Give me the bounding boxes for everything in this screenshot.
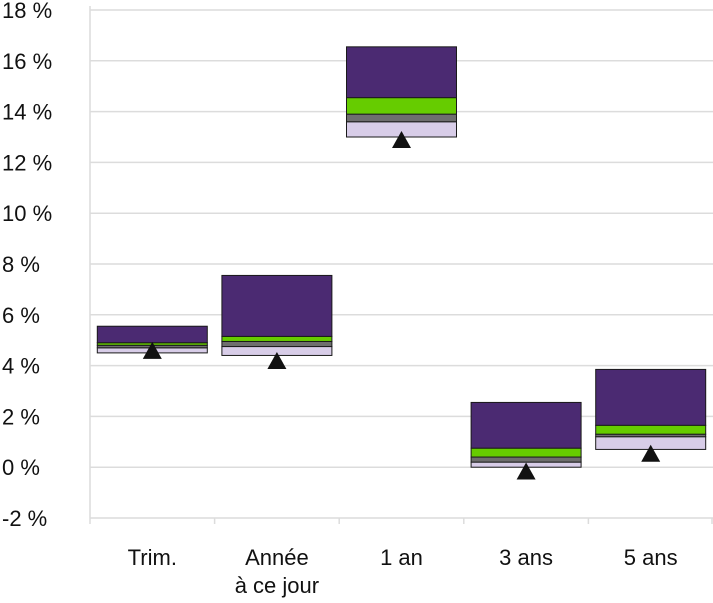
quartile-bars: [96, 46, 707, 468]
bar-segment-quartile-1: [221, 274, 333, 337]
y-tick-label: 4 %: [2, 354, 40, 379]
x-category-label: Trim.: [128, 545, 177, 570]
fund-marker-triangle: [142, 341, 162, 359]
bar-segment-quartile-2: [470, 447, 582, 458]
x-category-label-line2: à ce jour: [235, 573, 319, 598]
bar-segment-quartile-2: [595, 424, 707, 435]
y-tick-label: 6 %: [2, 303, 40, 328]
x-category-label: 3 ans: [499, 545, 553, 570]
y-tick-label: 8 %: [2, 252, 40, 277]
y-tick-label: 10 %: [2, 201, 52, 226]
bar-segment-quartile-1: [595, 368, 707, 426]
fund-markers: [142, 131, 661, 480]
y-tick-label: 0 %: [2, 455, 40, 480]
y-tick-label: 14 %: [2, 100, 52, 125]
fund-marker-triangle: [641, 444, 661, 462]
bar-segment-quartile-1: [96, 325, 208, 344]
x-category-label: 1 an: [380, 545, 423, 570]
y-tick-label: 18 %: [2, 0, 52, 23]
fund-marker-triangle: [516, 462, 536, 480]
bar-segment-quartile-2: [221, 335, 333, 342]
bar-segment-quartile-3: [346, 113, 457, 123]
bar-segment-quartile-2: [346, 97, 457, 115]
y-tick-label: -2 %: [2, 506, 47, 531]
y-tick-label: 16 %: [2, 49, 52, 74]
y-tick-label: 2 %: [2, 404, 40, 429]
labels: 18 % 16 % 14 % 12 % 10 % 8 % 6 % 4 % 2 % 0 % -2 % T…: [2, 0, 678, 598]
gridlines: [90, 9, 713, 519]
x-category-label: 5 ans: [624, 545, 678, 570]
axes: [89, 6, 713, 524]
fund-marker-triangle: [392, 131, 411, 149]
y-tick-label: 12 %: [2, 150, 52, 175]
bar-segment-quartile-3: [221, 340, 333, 348]
fund-marker-triangle: [267, 352, 287, 370]
bar-segment-quartile-1: [470, 401, 582, 449]
bar-segment-quartile-1: [346, 46, 457, 99]
bar-segment-quartile-3: [470, 456, 582, 463]
x-category-label: Année: [245, 545, 309, 570]
